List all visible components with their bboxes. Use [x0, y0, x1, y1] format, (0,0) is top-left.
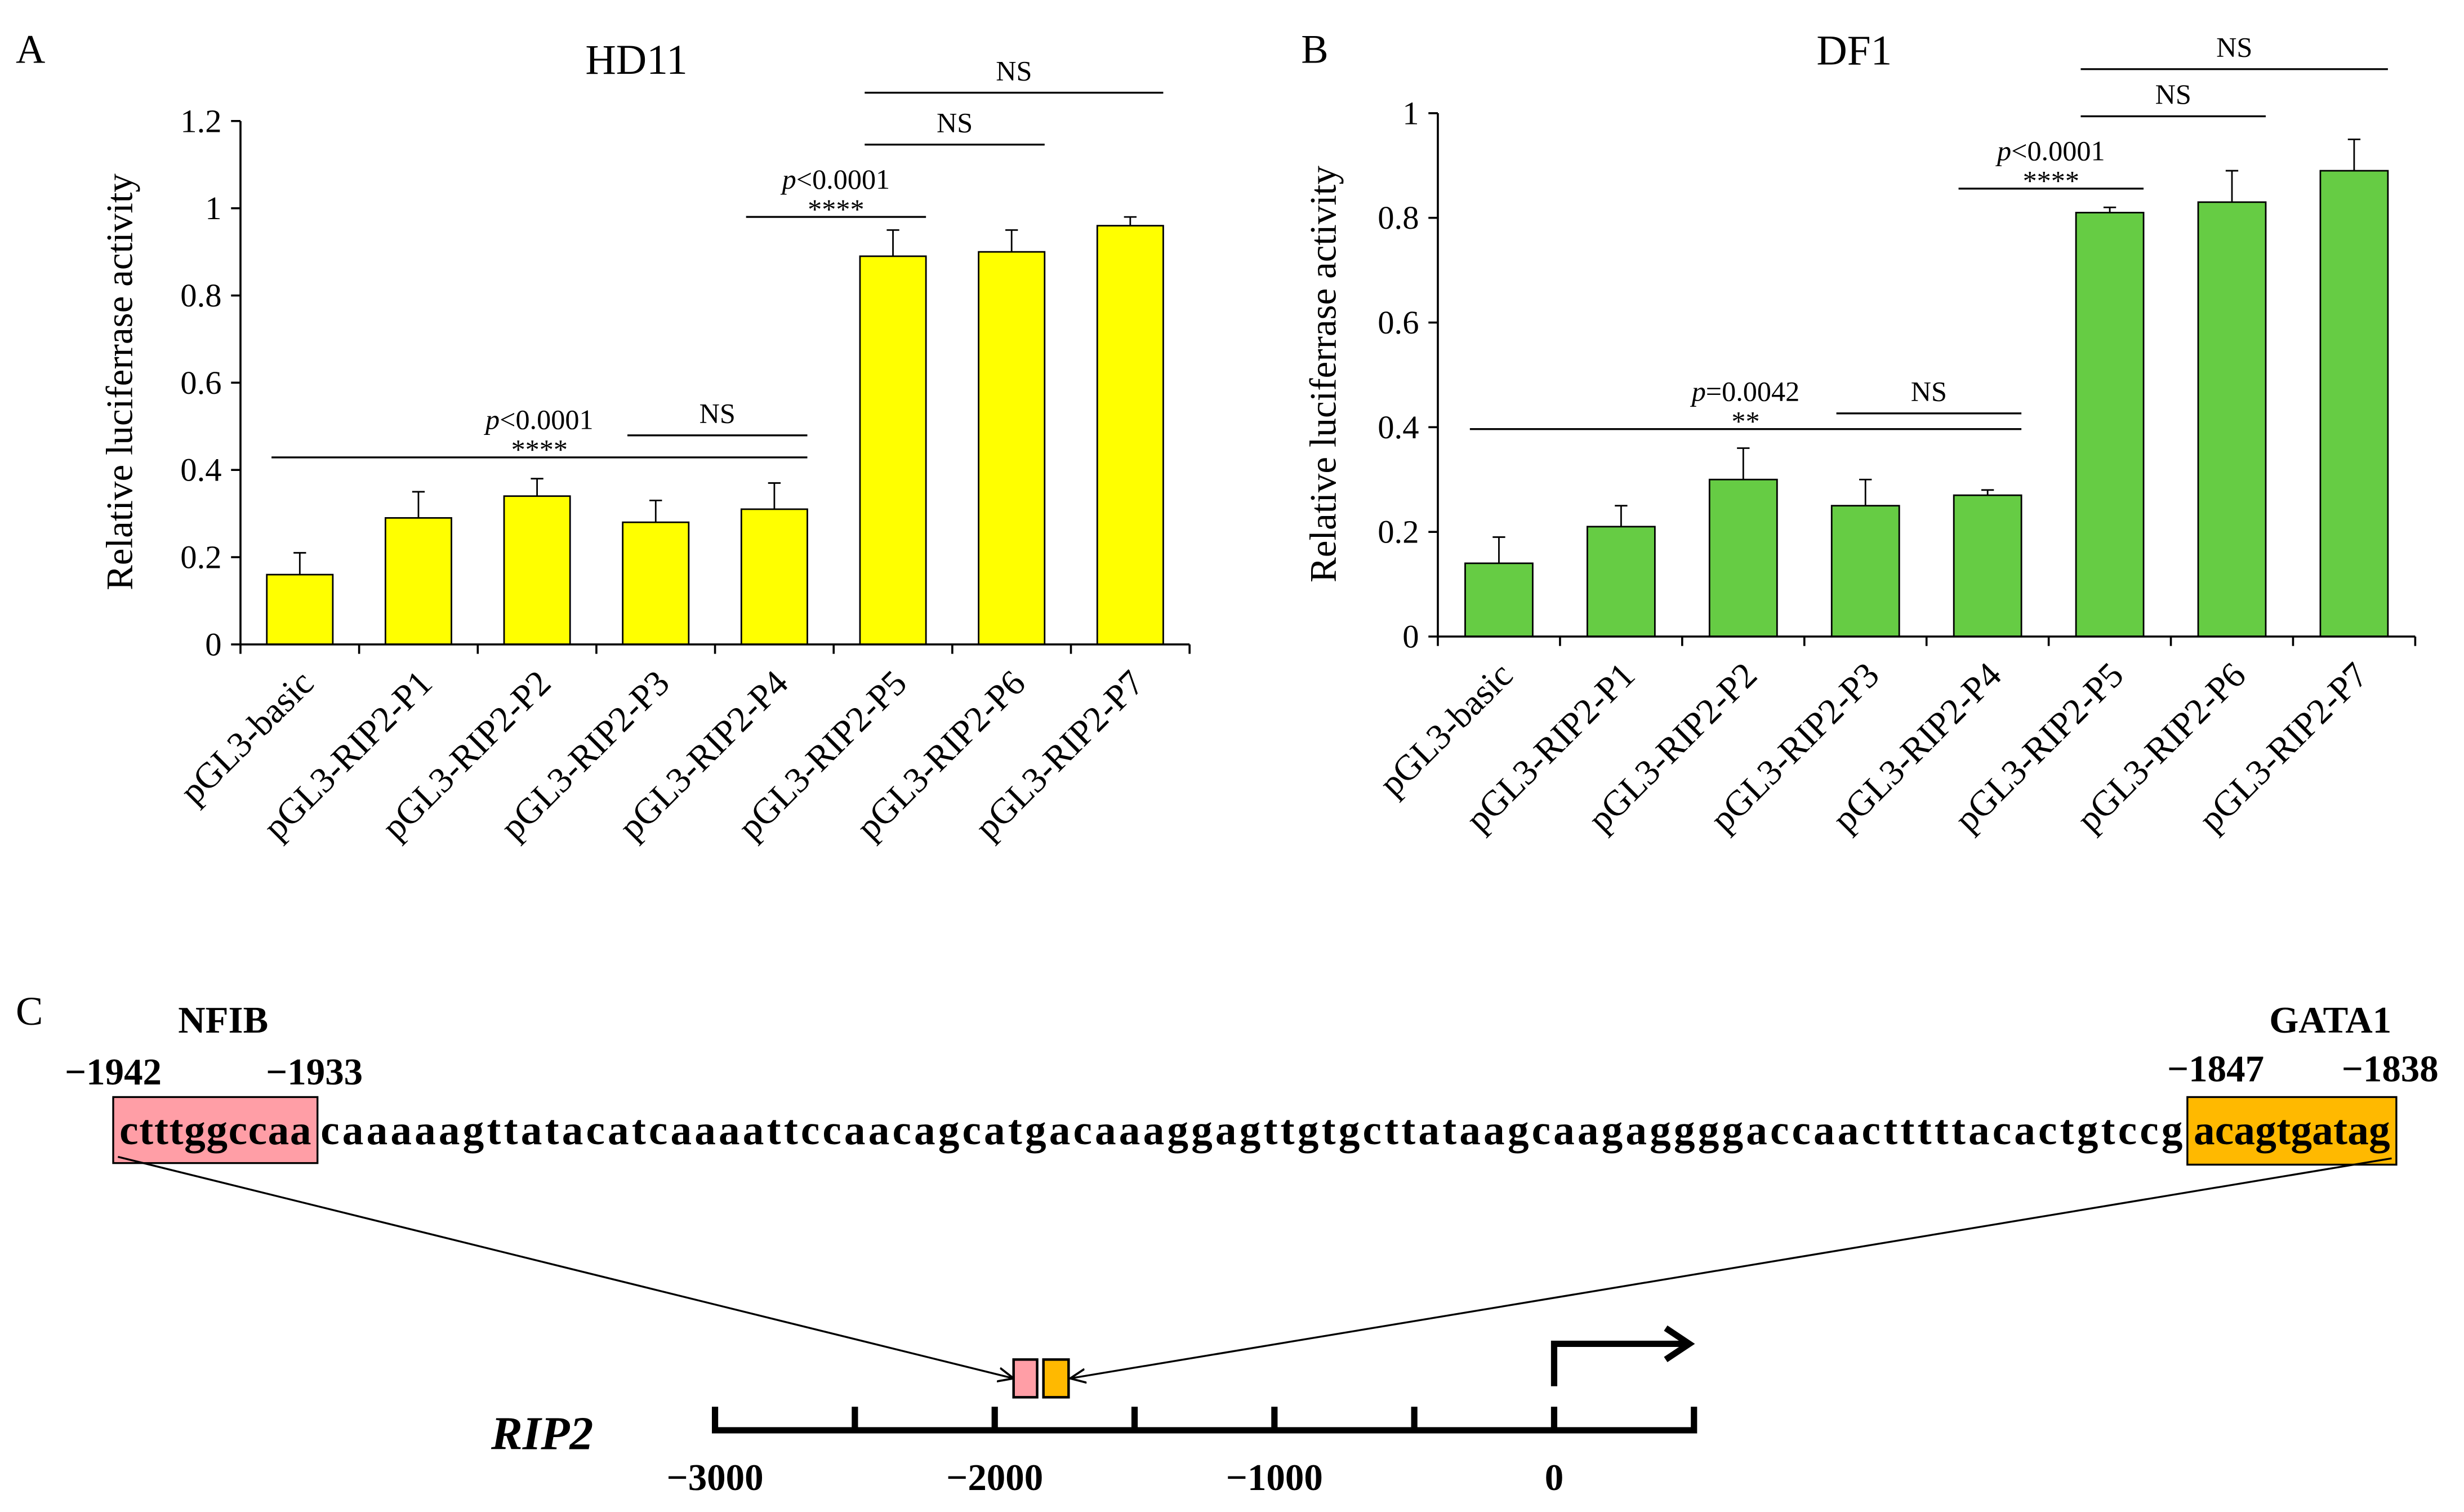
nfib-end-position: −1933 [266, 1051, 363, 1093]
y-tick-label: 0.6 [1378, 304, 1419, 341]
significance-stars: **** [2023, 165, 2079, 197]
error-bar [412, 491, 425, 518]
y-tick-label: 0.4 [180, 452, 221, 488]
p-symbol: p [484, 404, 500, 435]
panel-letter: A [16, 26, 45, 72]
ns-label: NS [699, 398, 736, 429]
p-value-label: p<0.0001 [484, 404, 594, 435]
bar [1586, 526, 1656, 638]
y-axis-label: Relative luciferrase activity [1303, 166, 1344, 582]
bar [503, 495, 571, 646]
nfib-site-sequence: ctttggccaa [119, 1107, 311, 1154]
transcription-start-arrowhead-icon [1664, 1325, 1695, 1363]
scale-label: 0 [1545, 1457, 1563, 1498]
error-bar [1615, 505, 1628, 527]
gata1-site-sequence: acagtgatag [2194, 1107, 2390, 1154]
p-value-text: <0.0001 [2011, 135, 2105, 167]
error-bar [531, 478, 543, 496]
bar [1708, 478, 1778, 638]
significance-stars: **** [511, 434, 568, 465]
p-value-label: p=0.0042 [1690, 375, 1800, 407]
y-tick-label: 1 [1402, 95, 1419, 131]
gata1-site-marker [1042, 1358, 1070, 1399]
error-bar [1737, 447, 1750, 480]
bar [2075, 212, 2145, 638]
nfib-connector-arrow [117, 1155, 1013, 1378]
error-bar [2347, 138, 2361, 171]
y-tick-label: 0.8 [1378, 199, 1419, 236]
gata1-connector-arrow [1070, 1157, 2392, 1378]
y-tick-label: 0.8 [180, 277, 221, 314]
bar [1830, 505, 1900, 638]
bar [622, 521, 690, 646]
chart-title: DF1 [1816, 27, 1892, 74]
error-bar [2103, 206, 2117, 213]
p-value-text: =0.0042 [1706, 375, 1799, 407]
p-value-label: p<0.0001 [1995, 135, 2105, 167]
panel-letter: B [1301, 26, 1328, 72]
gata1-end-position: −1838 [2342, 1048, 2439, 1090]
p-symbol: p [1690, 375, 1706, 407]
bar [1953, 494, 2022, 638]
p-value-text: <0.0001 [500, 404, 593, 435]
gene-name: RIP2 [491, 1407, 593, 1460]
error-bar [886, 229, 899, 256]
nfib-site-marker [1012, 1358, 1039, 1399]
y-tick-label: 0 [205, 626, 221, 662]
significance-stars: **** [808, 193, 864, 225]
gata1-site-box [2186, 1096, 2398, 1166]
p-value-label: p<0.0001 [781, 163, 890, 195]
p-symbol: p [781, 163, 796, 195]
error-bar [2225, 170, 2239, 202]
scale-label: −2000 [946, 1457, 1043, 1498]
error-bar [1859, 478, 1872, 506]
promoter-scale-axis [712, 1407, 1697, 1434]
y-axis-label: Relative luciferrase activity [99, 174, 140, 590]
bar [859, 255, 927, 646]
bar [1096, 225, 1164, 646]
error-bar [1005, 229, 1018, 252]
scale-label: −1000 [1226, 1457, 1323, 1498]
bar [740, 508, 808, 646]
bar [1464, 562, 1534, 638]
y-tick-label: 0.4 [1378, 409, 1419, 446]
ns-label: NS [1911, 375, 1947, 407]
y-tick-label: 0 [1402, 618, 1419, 655]
significance-stars: ** [1731, 405, 1759, 437]
bar [978, 251, 1046, 646]
y-tick-label: 0.2 [1378, 514, 1419, 550]
error-bar [1124, 216, 1137, 226]
gata1-motif-name: GATA1 [2269, 999, 2391, 1041]
y-tick-label: 0.2 [180, 539, 221, 576]
p-symbol: p [1995, 135, 2011, 167]
p-value-text: <0.0001 [796, 163, 890, 195]
bar [2197, 201, 2267, 638]
ns-label: NS [2216, 31, 2252, 63]
error-bar [1492, 536, 1505, 563]
bar [384, 517, 452, 646]
error-bar [1981, 489, 1994, 496]
ns-label: NS [937, 106, 973, 138]
transcription-start-arrow [1550, 1340, 1685, 1386]
error-bar [293, 552, 306, 575]
gata1-start-position: −1847 [2167, 1048, 2264, 1090]
bar [2319, 170, 2389, 638]
nfib-motif-name: NFIB [178, 999, 268, 1041]
bar [266, 573, 334, 646]
y-tick-label: 1.2 [180, 103, 221, 139]
scale-label: −3000 [667, 1457, 764, 1498]
chart-title: HD11 [585, 37, 687, 83]
panel-letter: C [16, 988, 43, 1034]
linker-sequence: caaaaagttatacatcaaaattccaacagcatgacaaagg… [320, 1107, 2182, 1154]
y-tick-label: 0.6 [180, 364, 221, 401]
ns-label: NS [2155, 78, 2191, 110]
ns-label: NS [996, 55, 1032, 86]
nfib-site-box [112, 1096, 319, 1164]
nfib-start-position: −1942 [65, 1051, 162, 1093]
error-bar [649, 500, 662, 523]
error-bar [768, 482, 781, 509]
y-tick-label: 1 [205, 190, 221, 226]
